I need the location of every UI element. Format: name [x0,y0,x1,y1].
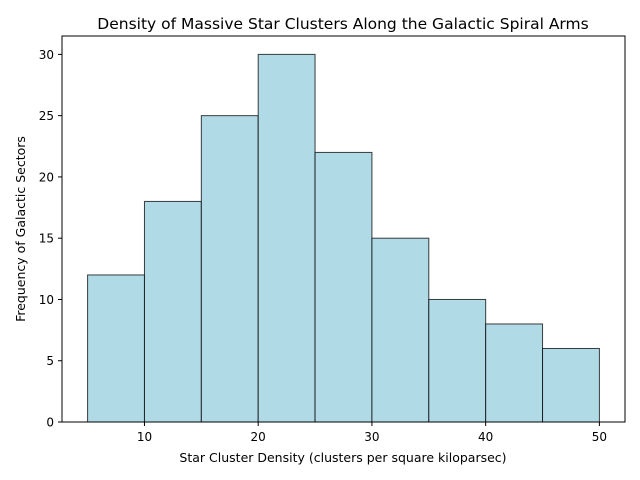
histogram-bar-5 [314,151,373,423]
y-tick-label: 10 [39,293,54,307]
plot-frame [61,35,626,423]
histogram-bar-4 [257,53,316,423]
x-tick-label: 40 [478,430,493,444]
histogram-bar-7 [428,298,487,423]
chart-title: Density of Massive Star Clusters Along t… [97,15,588,33]
y-axis-label: Frequency of Galactic Sectors [13,136,28,322]
histogram-bar-1 [87,274,145,423]
y-tick-label: 30 [39,48,54,62]
histogram-bar-8 [485,323,544,423]
bars-group [87,53,600,423]
y-tick-label: 5 [46,354,54,368]
y-tick-label: 0 [46,416,54,430]
x-axis-ticks: 10 20 30 40 50 [137,422,607,444]
x-tick-label: 20 [251,430,266,444]
y-tick-label: 25 [39,109,54,123]
histogram-bar-9 [542,347,600,423]
y-tick-label: 20 [39,170,54,184]
y-tick-label: 15 [39,232,54,246]
histogram-bar-6 [371,237,430,423]
histogram-bar-3 [200,115,259,423]
x-tick-label: 30 [364,430,379,444]
y-axis-ticks: 0 5 10 15 20 25 30 [39,48,62,430]
x-tick-label: 10 [137,430,152,444]
histogram-bar-2 [143,200,202,423]
x-axis-label: Star Cluster Density (clusters per squar… [179,450,506,465]
x-tick-label: 50 [592,430,607,444]
